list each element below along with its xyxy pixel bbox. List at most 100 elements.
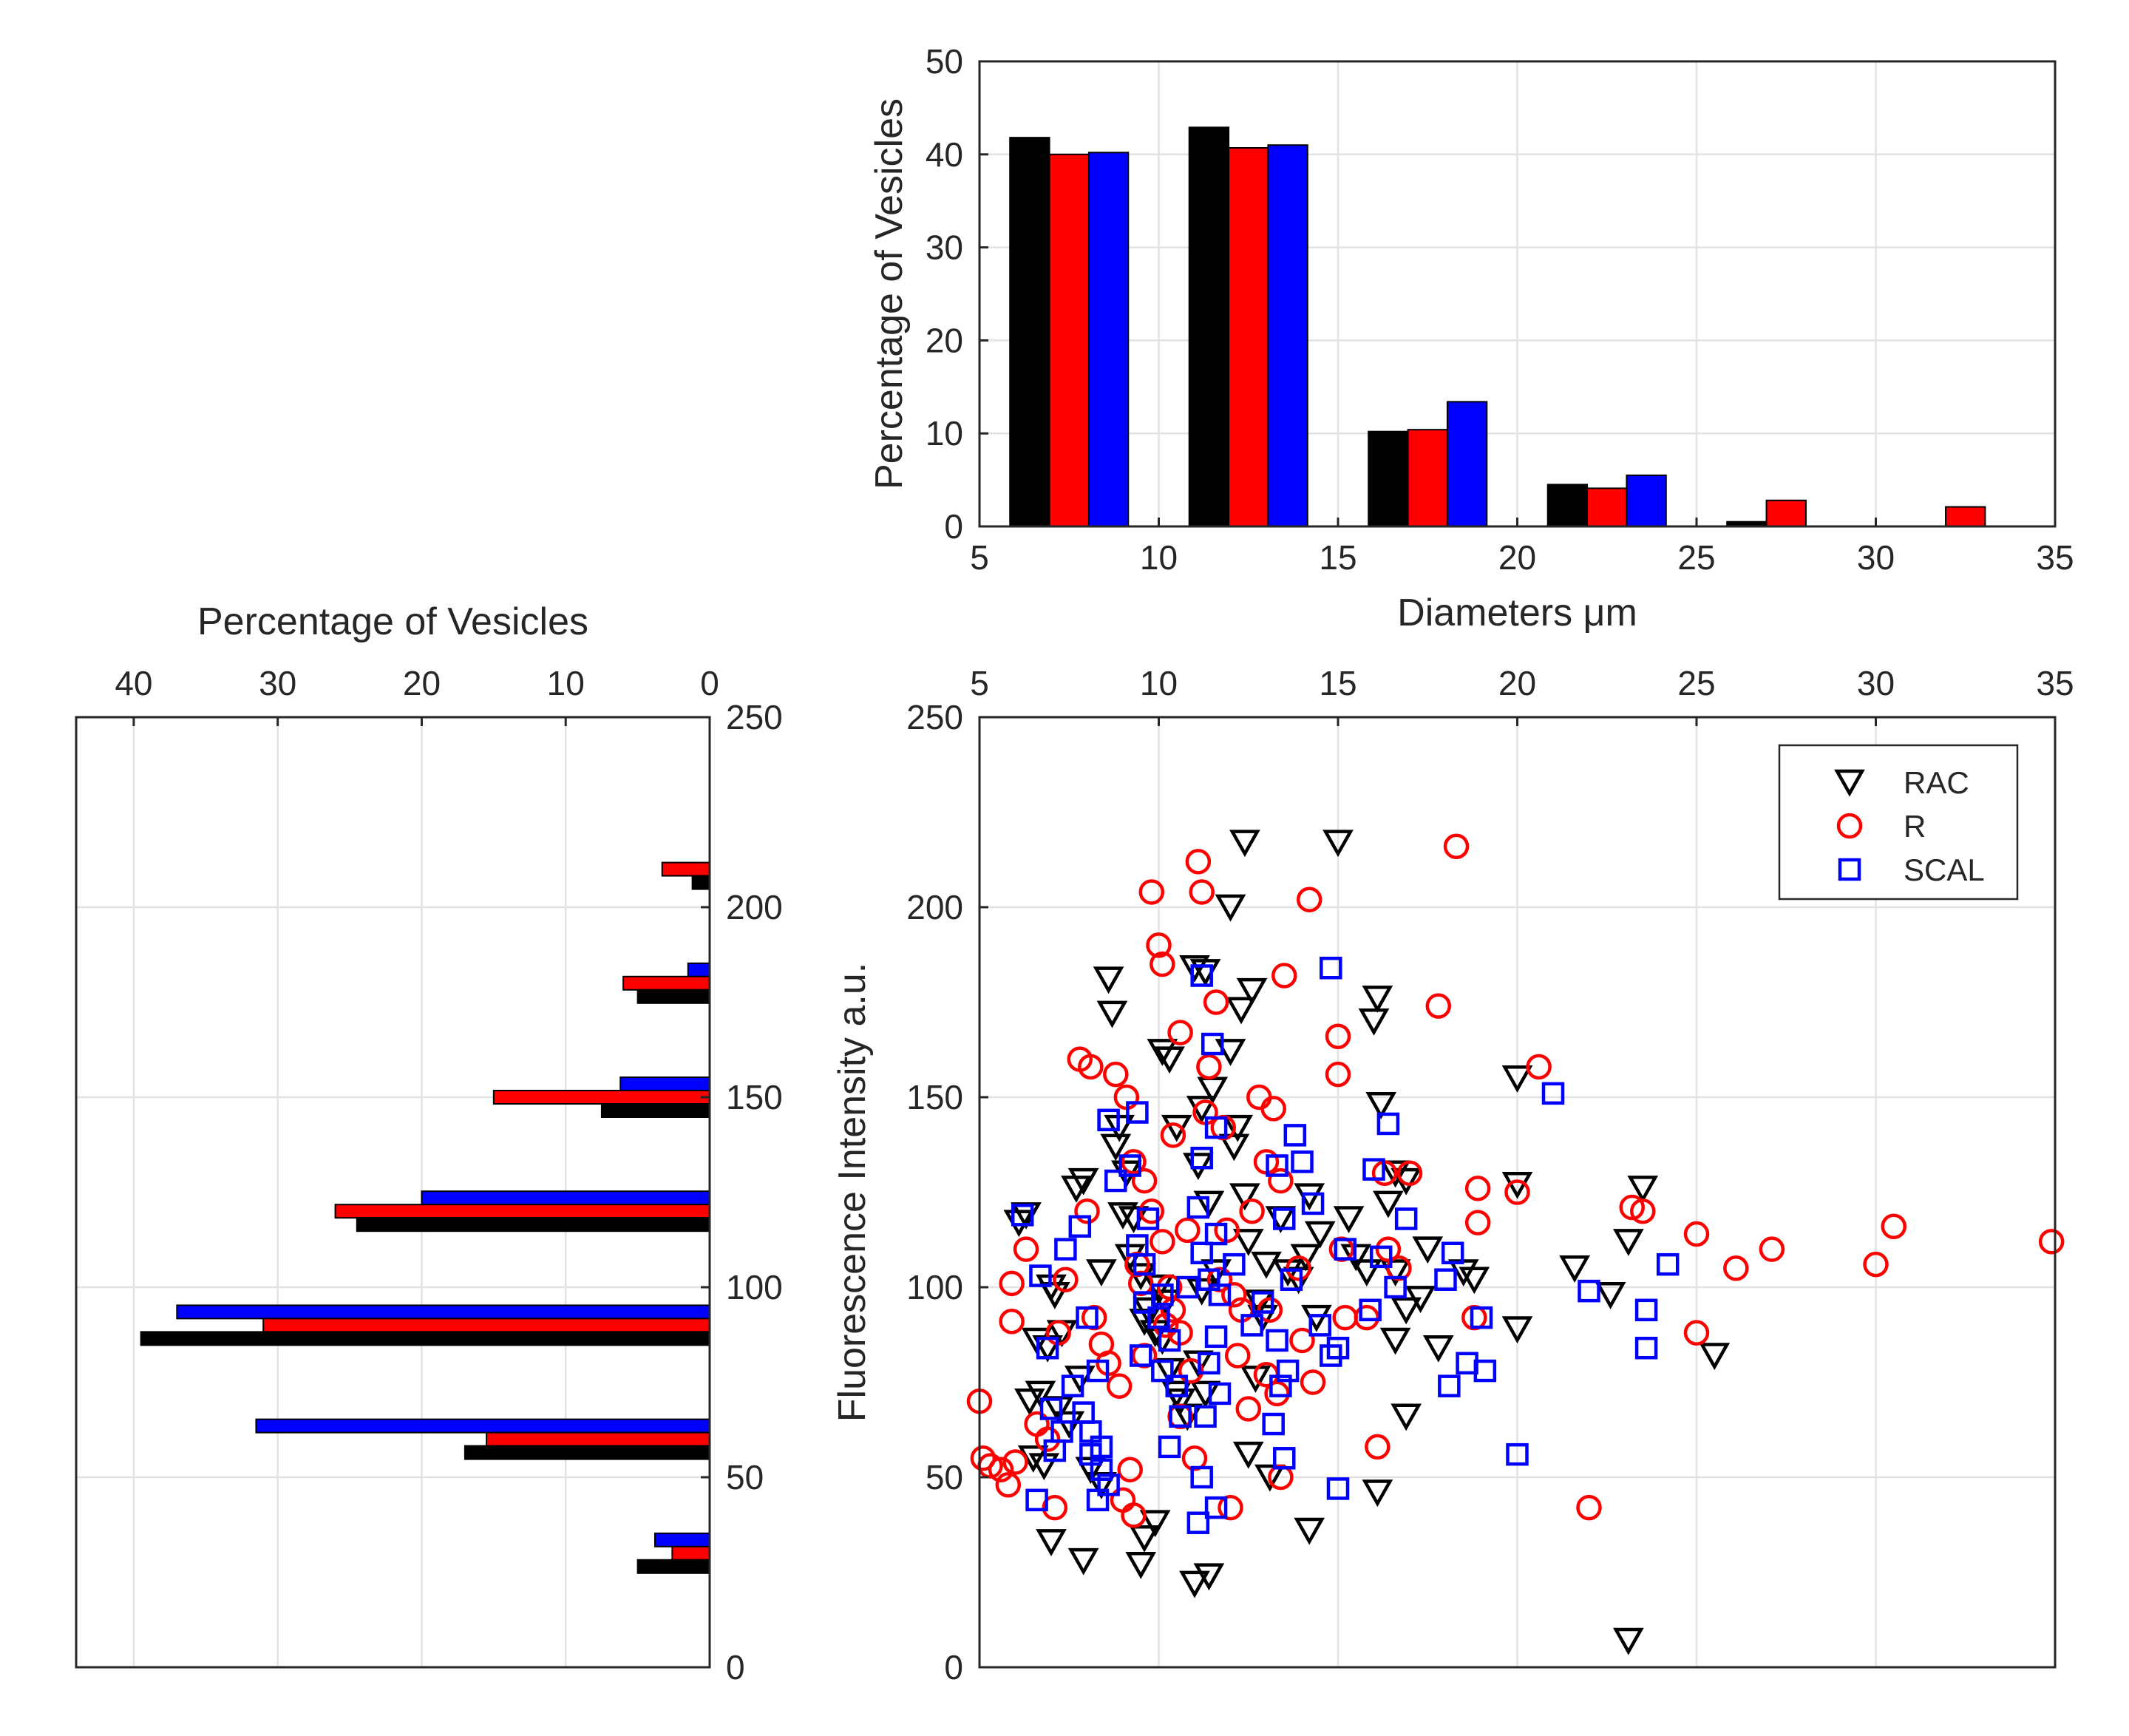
- scatter-point-scal: [1369, 1245, 1393, 1269]
- scatter-point-r: [1121, 1149, 1147, 1175]
- scatter-point-rac: [1501, 1065, 1533, 1093]
- scatter-point-r: [1150, 951, 1175, 977]
- scatter-point-rac: [1301, 1304, 1332, 1332]
- left-bar-rac: [636, 989, 711, 1004]
- scatter-point-rac: [1322, 830, 1354, 858]
- scatter-point-scal: [1133, 1252, 1156, 1276]
- scatter-point-r: [1218, 1494, 1243, 1521]
- scatter-point-r: [1296, 886, 1322, 912]
- scatter-point-scal: [1086, 1359, 1110, 1383]
- scatter-point-scal: [1301, 1192, 1325, 1215]
- scatter-point-r: [999, 1270, 1025, 1297]
- scatter-point-scal: [1036, 1336, 1059, 1360]
- scatter-xtick-label: 35: [2036, 664, 2074, 702]
- scatter-point-r: [1175, 1217, 1201, 1244]
- scatter-point-r: [1759, 1236, 1785, 1262]
- top-histogram-ylabel: Percentage of Vesicles: [868, 98, 911, 489]
- scatter-point-rac: [1193, 1563, 1225, 1591]
- scatter-point-r: [1268, 1464, 1294, 1491]
- scatter-point-scal: [1506, 1442, 1529, 1466]
- scatter-point-r: [1375, 1236, 1402, 1262]
- scatter-point-scal: [1151, 1284, 1174, 1306]
- scatter-point-r: [1138, 1198, 1165, 1224]
- legend-label-scal: SCAL: [1904, 852, 1985, 887]
- left-bar-scal: [421, 1190, 710, 1206]
- scatter-ytick-label: 0: [944, 1648, 963, 1686]
- scatter-point-r: [1443, 833, 1470, 860]
- scatter-point-rac: [1096, 1000, 1128, 1028]
- scatter-point-rac: [1379, 1160, 1411, 1188]
- scatter-point-scal: [1470, 1306, 1493, 1329]
- scatter-point-rac: [1193, 1190, 1225, 1218]
- left-bar-rac: [464, 1445, 710, 1460]
- scatter-point-scal: [1394, 1207, 1418, 1230]
- scatter-chart: 5 10 15 20 25 30 35 0 50 100 150 200 250 Fluorescenc…: [831, 664, 2074, 1686]
- scatter-point-r: [1286, 1255, 1311, 1281]
- top-xtick-label: 20: [1498, 538, 1536, 577]
- scatter-point-scal: [1223, 1252, 1246, 1276]
- scatter-point-scal: [1201, 1032, 1224, 1056]
- top-xtick-label: 5: [970, 538, 989, 577]
- scatter-point-r: [1289, 1327, 1315, 1354]
- scatter-legend: RAC R SCAL: [1778, 744, 2019, 901]
- scatter-point-r: [1013, 1236, 1039, 1262]
- scatter-point-r: [1386, 1255, 1412, 1281]
- scatter-point-scal: [1273, 1207, 1296, 1230]
- left-ytick-label: 250: [726, 698, 783, 736]
- scatter-point-rac: [1422, 1335, 1454, 1363]
- scatter-point-r: [1024, 1411, 1050, 1437]
- scatter-point-rac: [1164, 1388, 1196, 1416]
- scatter-xtick-label: 30: [1857, 664, 1895, 702]
- scatter-point-r: [1103, 1061, 1129, 1088]
- top-histogram-bars: [1009, 126, 1986, 528]
- scatter-point-scal: [1158, 1329, 1181, 1352]
- scatter-point-r: [1150, 1229, 1175, 1255]
- left-xtick-label: 40: [115, 664, 152, 702]
- left-xtick-label: 0: [700, 664, 719, 702]
- scatter-series-r: [966, 833, 2065, 1528]
- scatter-point-r: [1042, 1494, 1068, 1521]
- scatter-point-r: [1203, 989, 1229, 1015]
- scatter-point-scal: [1266, 1154, 1288, 1177]
- top-ytick-label: 30: [926, 228, 963, 267]
- scatter-point-rac: [1358, 1008, 1390, 1036]
- left-bar-r: [492, 1090, 710, 1105]
- scatter-point-scal: [1054, 1238, 1077, 1261]
- scatter-point-rac: [1365, 1092, 1397, 1119]
- scatter-point-rac: [1251, 1251, 1282, 1279]
- scatter-point-rac: [1362, 986, 1393, 1013]
- scatter-point-rac: [1373, 1190, 1404, 1218]
- scatter-point-rac: [1379, 1327, 1411, 1355]
- scatter-point-r: [1264, 1380, 1290, 1407]
- scatter-point-scal: [1208, 1284, 1232, 1306]
- scatter-ytick-label: 100: [906, 1268, 963, 1306]
- scatter-point-scal: [1198, 1352, 1220, 1375]
- scatter-point-scal: [1273, 1447, 1296, 1470]
- scatter-point-rac: [1391, 1297, 1422, 1325]
- scatter-point-r: [1081, 1304, 1107, 1331]
- scatter-point-rac: [1011, 1202, 1042, 1230]
- scatter-point-r: [1300, 1369, 1326, 1395]
- scatter-point-rac: [1294, 1183, 1325, 1211]
- scatter-point-scal: [1384, 1275, 1407, 1299]
- scatter-point-scal: [1204, 1325, 1228, 1349]
- scatter-point-rac: [1147, 1039, 1178, 1066]
- scatter-point-r: [1425, 993, 1452, 1019]
- scatter-point-r: [1034, 1426, 1061, 1452]
- scatter-point-scal: [1578, 1279, 1600, 1303]
- scatter-point-r: [1464, 1210, 1491, 1235]
- scatter-point-r: [1863, 1251, 1889, 1278]
- top-bar-scal: [1446, 401, 1488, 527]
- scatter-point-r: [1185, 849, 1212, 875]
- top-xtick-label: 15: [1319, 538, 1356, 577]
- left-xtick-label: 10: [547, 664, 585, 702]
- left-bar-r: [671, 1545, 710, 1561]
- scatter-point-scal: [1634, 1336, 1658, 1360]
- scatter-point-rac: [1254, 1464, 1286, 1492]
- top-histogram-grid: [978, 60, 2057, 528]
- scatter-point-r: [1131, 1167, 1158, 1194]
- scatter-point-scal: [1283, 1124, 1307, 1147]
- left-ytick-label: 0: [726, 1648, 745, 1686]
- scatter-point-r: [1683, 1221, 1710, 1247]
